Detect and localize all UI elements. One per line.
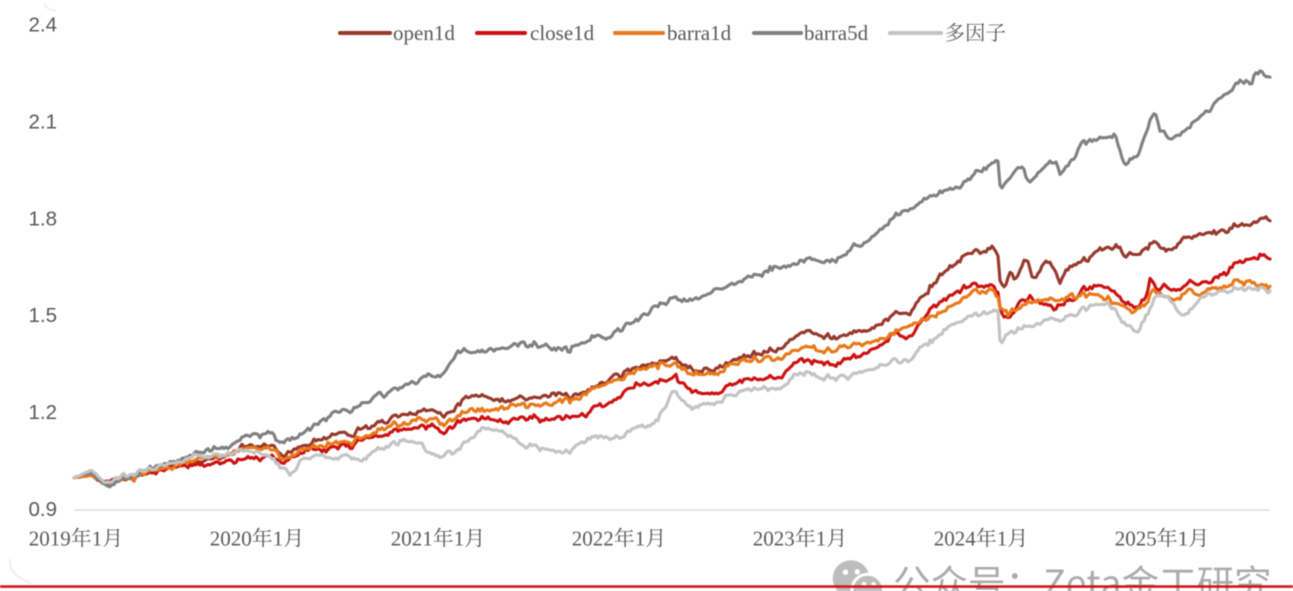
svg-text:1.8: 1.8	[29, 207, 58, 230]
svg-text:1.5: 1.5	[29, 304, 58, 327]
svg-text:open1d: open1d	[393, 21, 455, 45]
svg-text:0.9: 0.9	[29, 498, 58, 521]
svg-text:close1d: close1d	[530, 21, 595, 45]
svg-text:barra5d: barra5d	[804, 21, 869, 45]
svg-text:2.1: 2.1	[29, 110, 58, 133]
svg-text:barra1d: barra1d	[667, 21, 732, 45]
svg-text:2.4: 2.4	[29, 14, 58, 37]
svg-text:1.2: 1.2	[29, 401, 58, 424]
